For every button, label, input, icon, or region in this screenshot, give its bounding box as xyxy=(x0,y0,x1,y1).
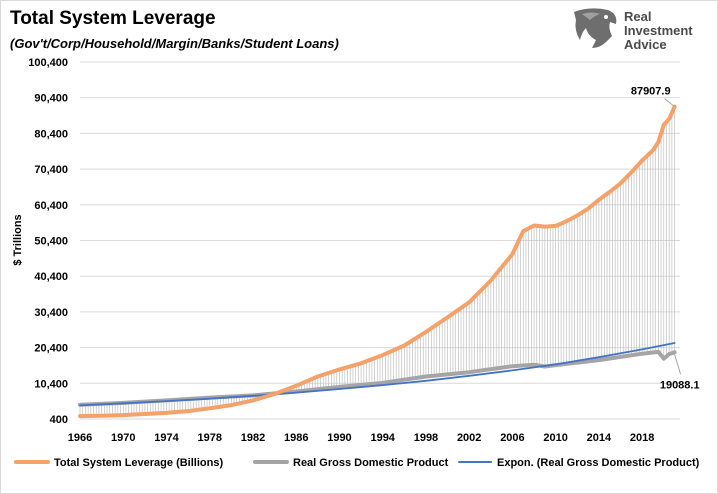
real-investment-advice-logo: Real Investment Advice xyxy=(570,6,710,52)
legend-label: Total System Leverage (Billions) xyxy=(54,457,223,469)
y-tick-label: 20,400 xyxy=(34,343,68,355)
annotation-label: 19088.1 xyxy=(660,379,700,391)
x-tick-label: 1970 xyxy=(111,432,135,444)
x-tick-label: 1994 xyxy=(370,432,395,444)
legend-label: Real Gross Domestic Product xyxy=(293,457,449,469)
legend: Total System Leverage (Billions) Real Gro… xyxy=(14,457,700,469)
y-tick-label: 30,400 xyxy=(34,307,68,319)
annotation-leader xyxy=(664,98,675,107)
x-tick-label: 1978 xyxy=(197,432,221,444)
series-lines xyxy=(78,104,677,419)
y-tick-label: 100,400 xyxy=(28,57,68,69)
x-tick-label: 1990 xyxy=(327,432,351,444)
y-tick-label: 80,400 xyxy=(34,128,68,140)
x-tick-label: 2010 xyxy=(543,432,567,444)
x-axis-ticks: 1966 1970 1974 1978 1982 1986 1990 1994 1998 2002… xyxy=(68,432,655,444)
annotation-leader xyxy=(674,354,682,375)
x-tick-label: 2014 xyxy=(587,432,612,444)
x-tick-label: 2018 xyxy=(630,432,654,444)
y-axis-label: $ Trillions xyxy=(12,214,24,265)
logo-line-2: Investment xyxy=(624,23,693,38)
x-tick-label: 1966 xyxy=(68,432,92,444)
logo-line-1: Real xyxy=(624,9,652,24)
logo-line-3: Advice xyxy=(624,37,667,52)
logo-wordmark: Real Investment Advice xyxy=(624,10,693,52)
y-tick-label: 60,400 xyxy=(34,200,68,212)
drop-lines xyxy=(79,106,675,417)
x-tick-label: 2006 xyxy=(500,432,524,444)
legend-label: Expon. (Real Gross Domestic Product) xyxy=(497,457,700,469)
annotation-label: 87907.9 xyxy=(631,86,671,98)
series-line-real-gdp xyxy=(78,349,677,407)
series-line-gdp-trend xyxy=(79,342,676,407)
y-tick-label: 10,400 xyxy=(34,378,68,390)
y-tick-label: 70,400 xyxy=(34,164,68,176)
chart-subtitle: (Gov't/Corp/Household/Margin/Banks/Stude… xyxy=(10,36,339,51)
y-tick-label: 40,400 xyxy=(34,271,68,283)
x-tick-label: 2002 xyxy=(457,432,481,444)
y-tick-label: 90,400 xyxy=(34,93,68,105)
chart-title: Total System Leverage xyxy=(10,8,216,29)
x-tick-label: 1998 xyxy=(414,432,438,444)
series-line-total-system-leverage xyxy=(78,104,677,419)
eagle-head-icon xyxy=(574,8,617,48)
y-tick-label: 50,400 xyxy=(34,236,68,248)
x-tick-label: 1982 xyxy=(241,432,265,444)
y-axis-ticks: 400 10,400 20,400 30,400 40,400 50,400 60,400 7… xyxy=(28,57,68,426)
y-tick-label: 400 xyxy=(50,414,68,426)
x-tick-label: 1986 xyxy=(284,432,308,444)
x-tick-label: 1974 xyxy=(154,432,179,444)
annotations: 87907.9 19088.1 xyxy=(631,86,700,392)
